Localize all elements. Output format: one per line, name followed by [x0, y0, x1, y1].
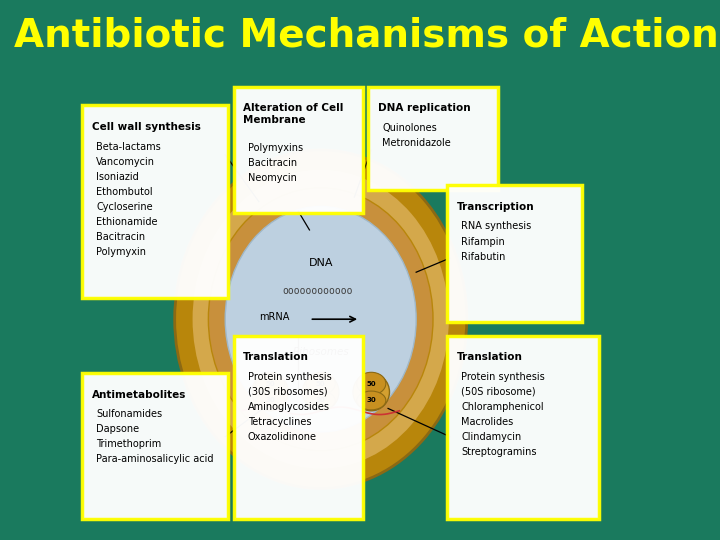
Text: Metronidazole: Metronidazole — [382, 138, 451, 148]
FancyBboxPatch shape — [82, 373, 228, 519]
Text: Quinolones: Quinolones — [382, 123, 437, 133]
Ellipse shape — [256, 372, 284, 395]
Text: Ethionamide: Ethionamide — [96, 217, 158, 227]
Text: 30: 30 — [316, 397, 325, 403]
FancyBboxPatch shape — [369, 86, 498, 190]
Ellipse shape — [225, 206, 416, 432]
Text: 30: 30 — [366, 397, 376, 403]
Text: Cell wall synthesis: Cell wall synthesis — [91, 122, 200, 132]
Text: Trimethoprim: Trimethoprim — [96, 440, 161, 449]
Text: DNA: DNA — [308, 258, 333, 268]
Text: Neomycin: Neomycin — [248, 173, 297, 183]
FancyBboxPatch shape — [233, 336, 363, 519]
Text: Polymyxins: Polymyxins — [248, 143, 303, 152]
Text: RNA synthesis: RNA synthesis — [461, 221, 531, 232]
Ellipse shape — [192, 169, 450, 470]
Text: Chloramphenicol: Chloramphenicol — [461, 402, 544, 412]
Text: (50S ribosome): (50S ribosome) — [461, 387, 536, 397]
Text: Streptogramins: Streptogramins — [461, 447, 536, 457]
Text: Bacitracin: Bacitracin — [248, 158, 297, 167]
Text: Translation: Translation — [456, 352, 523, 362]
Text: Bacitracin: Bacitracin — [96, 232, 145, 242]
Ellipse shape — [252, 373, 289, 411]
FancyBboxPatch shape — [447, 185, 582, 321]
Ellipse shape — [256, 391, 284, 410]
FancyBboxPatch shape — [233, 86, 363, 213]
Ellipse shape — [175, 150, 467, 488]
Text: Beta-lactams: Beta-lactams — [96, 141, 161, 152]
Text: (30S ribosomes): (30S ribosomes) — [248, 387, 328, 397]
Text: Polymyxin: Polymyxin — [96, 247, 146, 257]
Ellipse shape — [306, 391, 336, 410]
Text: Ribosomes: Ribosomes — [292, 347, 349, 357]
Text: Transcription: Transcription — [456, 202, 534, 212]
Text: DNA replication: DNA replication — [378, 103, 471, 113]
Ellipse shape — [356, 372, 386, 395]
Text: 30: 30 — [265, 397, 275, 403]
Text: 50: 50 — [266, 381, 275, 387]
Text: Rifabutin: Rifabutin — [461, 252, 505, 261]
Text: Aminoglycosides: Aminoglycosides — [248, 402, 330, 412]
Text: Antimetabolites: Antimetabolites — [91, 390, 186, 400]
Text: Rifampin: Rifampin — [461, 237, 505, 246]
Text: Para-aminosalicylic acid: Para-aminosalicylic acid — [96, 455, 214, 464]
Text: Oxazolidinone: Oxazolidinone — [248, 432, 317, 442]
Ellipse shape — [306, 372, 336, 395]
Text: Macrolides: Macrolides — [461, 417, 513, 427]
Text: Protein synthesis: Protein synthesis — [248, 372, 331, 382]
Ellipse shape — [302, 373, 339, 411]
Ellipse shape — [208, 187, 433, 451]
Text: mRNA: mRNA — [259, 312, 289, 322]
Text: Ethombutol: Ethombutol — [96, 187, 153, 197]
FancyBboxPatch shape — [447, 336, 599, 519]
Text: Alteration of Cell
Membrane: Alteration of Cell Membrane — [243, 103, 343, 125]
Ellipse shape — [356, 391, 386, 410]
Text: 50: 50 — [316, 381, 325, 387]
Ellipse shape — [353, 373, 390, 411]
Text: Cycloserine: Cycloserine — [96, 202, 153, 212]
Text: Antibiotic Mechanisms of Action: Antibiotic Mechanisms of Action — [14, 16, 719, 54]
Text: Vancomycin: Vancomycin — [96, 157, 155, 167]
Text: 50: 50 — [366, 381, 376, 387]
Text: Sulfonamides: Sulfonamides — [96, 409, 162, 420]
Text: Protein synthesis: Protein synthesis — [461, 372, 545, 382]
Text: Dapsone: Dapsone — [96, 424, 139, 434]
Text: Tetracyclines: Tetracyclines — [248, 417, 311, 427]
FancyBboxPatch shape — [82, 105, 228, 298]
Text: Translation: Translation — [243, 352, 309, 362]
Text: Clindamycin: Clindamycin — [461, 432, 521, 442]
Text: Isoniazid: Isoniazid — [96, 172, 139, 181]
Text: oooooooooooo: oooooooooooo — [283, 286, 353, 296]
